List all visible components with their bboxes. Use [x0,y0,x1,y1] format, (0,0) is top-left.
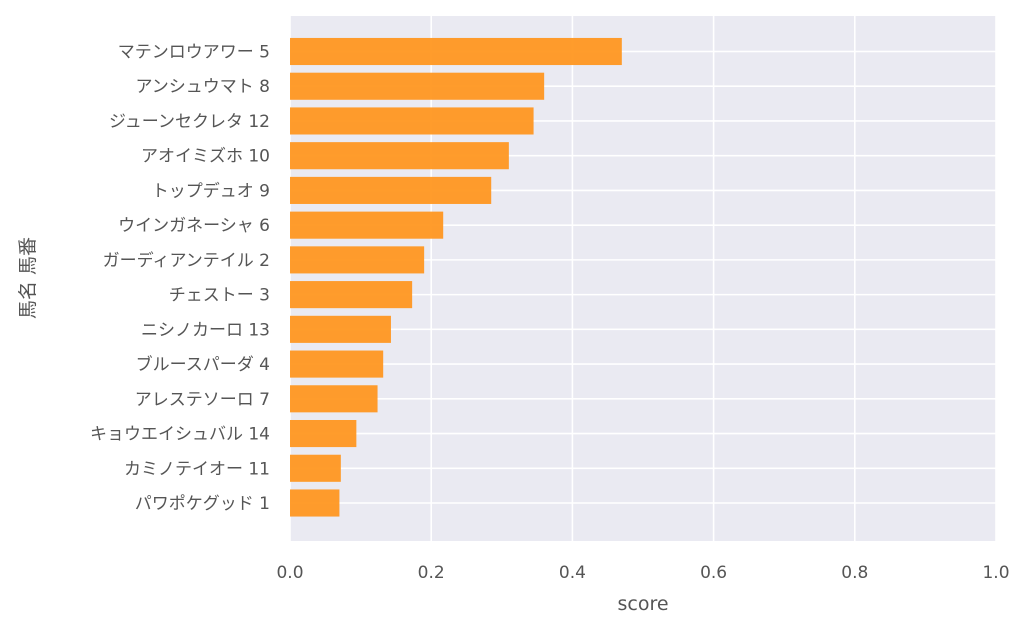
y-tick-label: チェストー 3 [169,286,270,306]
bar [290,419,357,448]
x-tick-label: 0.4 [559,563,586,583]
y-tick-label: ウインガネーシャ 6 [118,216,270,236]
y-tick-label: カミノテイオー 11 [124,459,270,479]
x-tick-labels: 0.0 0.2 0.4 0.6 0.8 1.0 [276,563,1009,583]
y-tick-label: マテンロウアワー 5 [118,43,270,63]
plot-background [290,16,996,541]
x-tick-label: 0.0 [276,563,303,583]
bar [290,385,378,413]
bar [290,142,509,170]
bar [290,281,413,309]
bar [290,211,444,239]
y-tick-label: キョウエイシュバル 14 [90,425,270,445]
bar [290,454,341,482]
y-tick-label: ブルースパーダ 4 [136,354,270,375]
bar [290,176,492,204]
bar [290,107,534,135]
x-tick-label: 0.2 [418,563,445,583]
bar [290,489,340,517]
bar [290,246,425,274]
x-tick-label: 0.8 [841,563,868,583]
bars [290,37,622,517]
y-tick-label: アオイミズホ 10 [141,147,270,167]
y-tick-label: アンシュウマト 8 [135,77,270,97]
bar [290,72,545,100]
x-tick-label: 0.6 [700,563,727,583]
y-tick-label: ガーディアンテイル 2 [103,250,270,271]
bar [290,350,384,378]
bar [290,37,622,66]
y-tick-label: ジューンセクレタ 12 [109,112,270,132]
y-tick-label: トップデュオ 9 [152,180,270,201]
y-tick-label: アレステソーロ 7 [135,390,270,410]
y-tick-labels: マテンロウアワー 5 アンシュウマト 8 ジューンセクレタ 12 アオイミズホ 10 ト… [90,43,270,515]
y-tick-label: ニシノカーロ 13 [141,320,270,340]
y-tick-label: パワポケグッド 1 [135,494,270,514]
x-tick-label: 1.0 [982,563,1009,583]
bar [290,315,391,343]
y-axis-title: 馬名 馬番 [17,237,39,319]
x-axis-title: score [617,593,668,615]
